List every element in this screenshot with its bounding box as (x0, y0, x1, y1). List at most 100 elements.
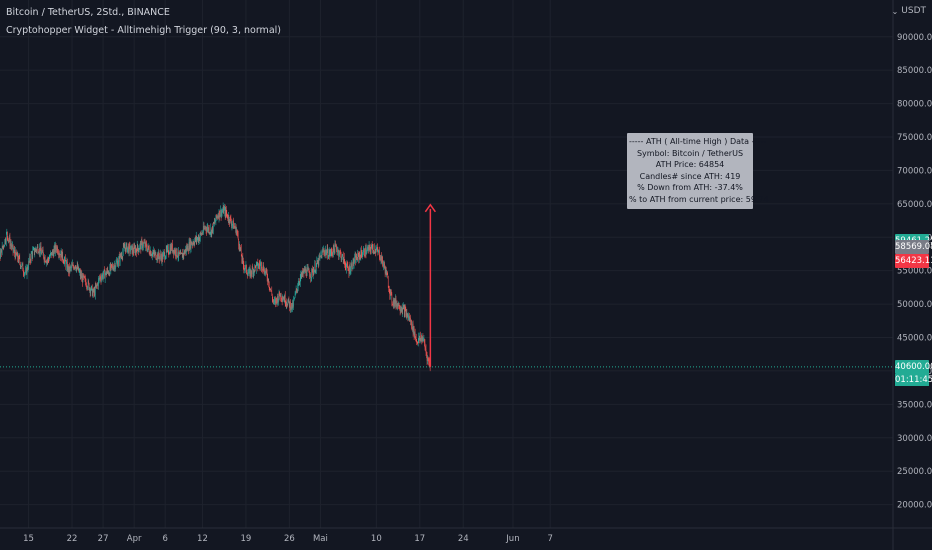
candle-body (169, 253, 170, 254)
candle-body (210, 228, 211, 233)
candle-body (67, 261, 68, 271)
candle-body (412, 323, 414, 334)
candle-body (87, 281, 89, 288)
candle-body (249, 268, 250, 271)
candle-body (319, 256, 320, 258)
candle-body (428, 358, 429, 362)
candle-body (201, 233, 202, 235)
candle-body (337, 250, 338, 253)
candle-body (391, 291, 392, 294)
candle-body (316, 260, 318, 265)
candle-body (399, 308, 400, 310)
candle-body (320, 255, 322, 257)
candle-body (209, 232, 210, 234)
candle-body (108, 271, 109, 274)
candle-body (305, 268, 307, 275)
candle-body (318, 260, 319, 266)
candle-body (409, 317, 411, 322)
candle-body (338, 250, 339, 256)
candle-body (322, 250, 323, 252)
candle-body (278, 291, 280, 299)
x-tick-label: 6 (162, 534, 167, 544)
candle-body (304, 268, 306, 272)
candle-body (245, 265, 246, 269)
candle-body (145, 242, 146, 247)
candle-body (381, 256, 382, 263)
candle-body (350, 266, 352, 271)
candle-body (348, 270, 350, 274)
candle-body (195, 237, 196, 241)
candle-body (295, 288, 297, 292)
candle-body (341, 258, 342, 260)
candle-body (414, 332, 416, 338)
candle-body (25, 268, 27, 271)
candle-body (46, 260, 47, 263)
candle-body (27, 266, 28, 270)
candle-body (289, 301, 290, 308)
candle-body (177, 256, 178, 258)
candle-body (163, 252, 165, 254)
candle-body (275, 299, 276, 304)
candle-body (50, 253, 52, 255)
candle-body (226, 209, 227, 214)
candle-body (267, 278, 269, 282)
candle-body (347, 265, 349, 270)
candle-body (230, 218, 232, 223)
candle-body (293, 298, 295, 301)
candle-body (361, 253, 363, 257)
candle-body (57, 252, 59, 254)
candle-body (38, 251, 39, 253)
candle-body (407, 313, 408, 317)
symbol-legend[interactable]: Bitcoin / TetherUS, 2Std., BINANCE (6, 7, 170, 18)
candle-body (279, 295, 281, 297)
candle-body (231, 224, 233, 226)
candle-body (162, 254, 163, 260)
candle-body (271, 290, 273, 296)
candle-body (259, 263, 260, 266)
candle-body (162, 253, 164, 260)
candle-body (337, 250, 339, 251)
candle-body (47, 258, 49, 260)
candle-body (349, 266, 350, 274)
candle-body (272, 295, 273, 300)
candle-body (123, 246, 125, 248)
candle-body (69, 267, 71, 272)
candle-body (282, 298, 284, 300)
candle-body (99, 278, 100, 280)
candle-body (213, 222, 215, 224)
candle-body (377, 247, 378, 250)
candle-body (343, 257, 344, 263)
candle-body (358, 254, 360, 260)
candle-body (110, 265, 111, 270)
candle-body (325, 250, 326, 253)
candle-body (345, 263, 346, 268)
candle-body (236, 230, 237, 235)
candle-body (420, 335, 421, 340)
candle-body (20, 266, 22, 268)
candle-body (429, 366, 431, 370)
candle-body (326, 252, 327, 255)
candle-body (335, 245, 337, 247)
x-tick-label: 27 (98, 534, 109, 544)
candle-body (94, 290, 95, 294)
candle-body (175, 255, 177, 257)
indicator-legend[interactable]: Cryptohopper Widget - Alltimehigh Trigge… (6, 25, 281, 36)
candle-body (223, 207, 224, 214)
candle-body (189, 242, 190, 250)
candle-body (106, 269, 108, 273)
candle-body (42, 249, 43, 253)
candle-body (85, 282, 87, 287)
candle-body (222, 211, 223, 213)
candle-body (343, 257, 345, 262)
candle-body (252, 268, 254, 275)
candle-body (316, 264, 317, 271)
candle-body (270, 288, 272, 291)
candle-body (72, 264, 74, 267)
candle-body (19, 257, 21, 263)
candle-body (217, 216, 218, 218)
candle-body (353, 258, 354, 265)
candle-body (375, 251, 376, 253)
currency-selector[interactable]: ⌄ USDT (892, 6, 926, 16)
